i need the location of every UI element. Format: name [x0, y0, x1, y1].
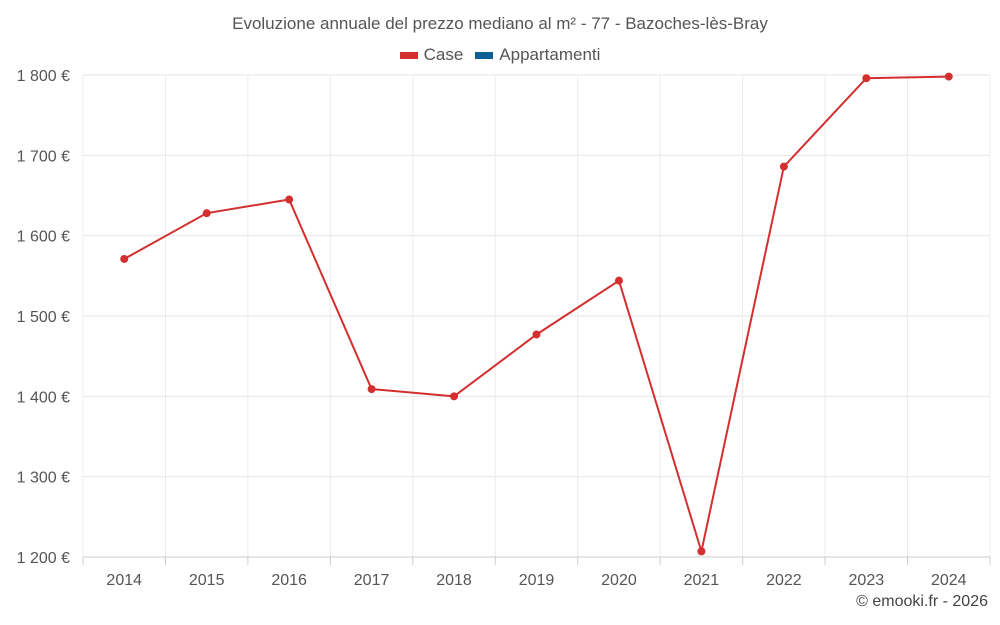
data-point — [285, 195, 294, 204]
x-tick-label: 2017 — [354, 572, 390, 589]
y-axis-ticks: 1 200 € 1 300 € 1 400 € 1 500 € 1 600 € 1 700… — [17, 68, 70, 567]
x-tick-label: 2020 — [601, 572, 637, 589]
x-tick-label: 2023 — [849, 572, 885, 589]
data-point — [532, 330, 541, 339]
legend-label-appartamenti: Appartamenti — [499, 45, 601, 64]
x-tick-label: 2019 — [519, 572, 555, 589]
y-tick-label: 1 400 € — [17, 389, 70, 406]
legend-label-case: Case — [423, 45, 464, 64]
x-axis-ticks: 2014 2015 2016 2017 2018 2019 2020 2021 2022 2023… — [106, 572, 966, 589]
data-point — [862, 74, 871, 83]
data-point — [614, 276, 623, 285]
data-point — [120, 254, 129, 263]
data-point — [779, 162, 788, 171]
data-point — [202, 209, 211, 218]
x-tick-label: 2021 — [684, 572, 720, 589]
x-tick-label: 2022 — [766, 572, 802, 589]
y-tick-label: 1 500 € — [17, 309, 70, 326]
legend-swatch-appartamenti — [475, 51, 494, 59]
data-point — [450, 392, 459, 401]
y-tick-label: 1 600 € — [17, 229, 70, 246]
legend-item-appartamenti[interactable]: Appartamenti — [475, 45, 600, 65]
grid-lines — [82, 74, 991, 558]
y-tick-label: 1 800 € — [17, 68, 70, 85]
y-tick-label: 1 200 € — [17, 550, 70, 567]
data-point — [944, 72, 953, 81]
data-point — [367, 385, 376, 394]
x-tick-label: 2018 — [436, 572, 472, 589]
x-tick-label: 2016 — [271, 572, 307, 589]
axes — [82, 556, 991, 565]
credit-text: © emooki.fr - 2026 — [856, 593, 988, 610]
chart-legend: Case Appartamenti — [0, 45, 1000, 65]
x-tick-label: 2015 — [189, 572, 225, 589]
legend-item-case[interactable]: Case — [399, 45, 464, 65]
series-layer — [120, 72, 953, 556]
legend-swatch-case — [399, 51, 418, 59]
x-tick-label: 2014 — [106, 572, 142, 589]
y-tick-label: 1 700 € — [17, 148, 70, 165]
x-tick-label: 2024 — [931, 572, 967, 589]
data-point — [697, 547, 706, 556]
chart-title: Evoluzione annuale del prezzo mediano al… — [232, 14, 768, 33]
y-tick-label: 1 300 € — [17, 470, 70, 487]
